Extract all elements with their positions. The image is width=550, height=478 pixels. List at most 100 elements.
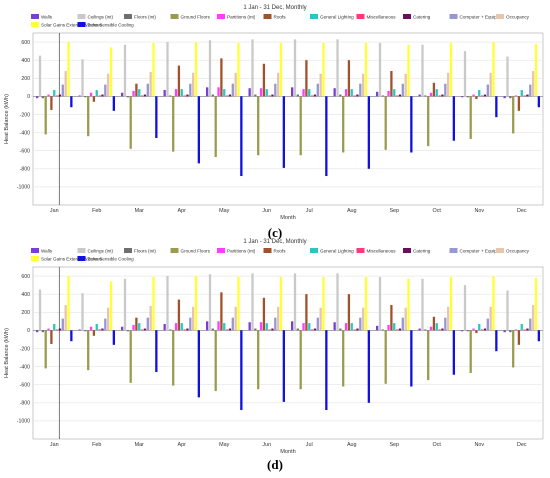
bar-floors-int (211, 328, 214, 331)
bar-roofs (177, 299, 181, 331)
x-tick-label: Jul (306, 208, 313, 214)
bar-occupancy (234, 306, 237, 331)
bar-catering (143, 328, 147, 331)
bar-miscellaneous (98, 95, 101, 97)
bar-roofs (50, 96, 53, 110)
bar-roofs (305, 294, 308, 331)
bar-solar-gains-exterior-windows (407, 44, 410, 97)
bar-zone-sensible-cooling (197, 330, 200, 398)
legend-swatch (496, 248, 504, 253)
legend-label: Occupancy (506, 249, 530, 254)
bar-solar-gains-exterior-windows (449, 42, 453, 97)
bar-partitions-int (344, 323, 348, 331)
bar-computer-equip (231, 83, 234, 97)
bar-partitions-int (344, 89, 348, 97)
bar-catering (483, 328, 487, 331)
bar-occupancy (319, 73, 322, 97)
bar-floors-int (254, 328, 257, 331)
bar-floors-int (169, 95, 172, 97)
bar-zone-sensible-cooling (325, 96, 328, 177)
bar-zone-sensible-cooling (537, 96, 540, 108)
bar-miscellaneous (438, 329, 441, 331)
bar-catering (398, 328, 402, 331)
bar-catering (356, 328, 359, 331)
bar-floors-int (126, 330, 129, 332)
bar-floors-int (211, 94, 214, 97)
legend-swatch (31, 248, 39, 253)
legend-item: Miscellaneous (356, 248, 397, 254)
bar-general-lighting (350, 89, 353, 97)
legend-label: Ground Floors (181, 15, 211, 20)
legend-label: Walls (41, 15, 53, 20)
y-tick-label: -1000 (17, 185, 30, 191)
bar-partitions-int (89, 326, 93, 331)
bar-catering (441, 94, 444, 97)
bar-ceilings-int (506, 56, 509, 97)
legend-item: Ground Floors (170, 248, 211, 254)
bar-walls (418, 94, 421, 97)
legend-label: Roofs (274, 15, 287, 20)
legend-label: Miscellaneous (367, 249, 397, 254)
legend-swatch (449, 14, 458, 19)
figure-caption-c: (c) (267, 225, 283, 240)
bar-ground-floors (427, 96, 430, 147)
bar-zone-sensible-cooling (112, 96, 115, 111)
bar-zone-sensible-cooling (367, 96, 370, 169)
bar-computer-equip (444, 317, 447, 331)
bar-solar-gains-exterior-windows (407, 278, 410, 331)
bar-floors-int (84, 96, 87, 98)
legend-swatch (263, 248, 272, 253)
bar-walls (461, 330, 464, 332)
legend-label: General Lighting (320, 15, 354, 20)
legend-label: Walls (41, 249, 53, 254)
bar-catering (483, 94, 487, 97)
bar-ground-floors (469, 96, 472, 139)
x-tick-label: Jun (262, 442, 271, 448)
bar-solar-gains-exterior-windows (364, 42, 368, 97)
bar-partitions-int (387, 90, 390, 97)
x-tick-label: Dec (517, 442, 527, 448)
legend-label: Ceilings (int) (88, 15, 114, 20)
bar-occupancy (107, 73, 110, 97)
bar-ceilings-int (463, 51, 467, 97)
x-tick-label: Oct (433, 208, 442, 214)
bar-roofs (135, 317, 138, 331)
y-tick-label: -600 (20, 382, 30, 388)
bar-general-lighting (520, 90, 523, 97)
bar-roofs (475, 96, 478, 100)
bar-computer-equip (146, 317, 149, 331)
bar-zone-sensible-cooling (155, 96, 158, 139)
bar-solar-gains-exterior-windows (322, 276, 325, 331)
bar-occupancy (404, 307, 407, 331)
plot-area (32, 266, 544, 440)
y-tick-label: 200 (21, 76, 30, 82)
y-grid: -1000 -800 -600 -400 -200 0 200 400 600 (17, 40, 543, 191)
bar-miscellaneous (438, 95, 441, 97)
bar-partitions-int (472, 328, 475, 331)
bar-computer-equip (189, 317, 192, 331)
bar-miscellaneous (353, 329, 356, 331)
legend-label: Partitions (int) (227, 249, 256, 254)
legend-swatch (496, 14, 504, 19)
bar-catering (58, 94, 62, 97)
legend-item: Roofs (263, 248, 286, 254)
bar-solar-gains-exterior-windows (109, 47, 113, 97)
bar-computer-equip (401, 83, 404, 97)
bar-general-lighting (478, 90, 481, 97)
bar-walls (503, 330, 506, 333)
y-tick-label: 600 (21, 274, 30, 280)
legend-swatch (124, 14, 132, 19)
legend-swatch (449, 248, 458, 253)
bar-general-lighting (393, 89, 396, 97)
bar-roofs (262, 63, 266, 97)
bar-partitions-int (47, 328, 50, 331)
x-tick-label: May (219, 208, 229, 214)
bar-general-lighting (265, 89, 268, 97)
bar-computer-equip (486, 318, 489, 331)
legend-item: Solar Gains Exterior Windows (31, 256, 103, 262)
bar-computer-equip (486, 84, 489, 97)
bar-ground-floors (299, 96, 302, 156)
bar-solar-gains-exterior-windows (152, 42, 155, 97)
bar-partitions-int (514, 329, 518, 331)
bar-floors-int (339, 328, 342, 331)
